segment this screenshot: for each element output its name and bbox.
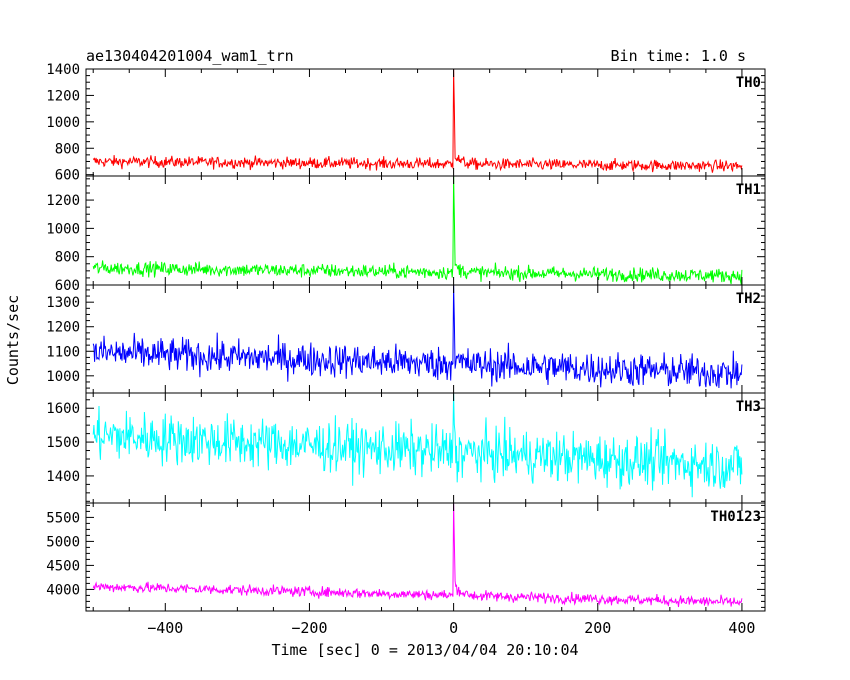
y-tick-label: 1400 <box>46 469 80 485</box>
series-line-th2 <box>92 284 743 389</box>
y-tick-label: 600 <box>55 278 80 294</box>
chart-title: ae130404201004_wam1_trn <box>86 47 294 65</box>
y-tick-label: 5000 <box>46 534 80 550</box>
panel-frame-th0 <box>85 68 766 177</box>
y-tick-label: 4000 <box>46 582 80 598</box>
y-axis-label: Counts/sec <box>4 295 22 385</box>
x-tick-label: 200 <box>584 619 611 637</box>
y-tick-label: 1200 <box>46 193 80 209</box>
panel-frame-th0123 <box>85 502 766 612</box>
x-tick-label: 400 <box>728 619 755 637</box>
y-tick-label: 1000 <box>46 369 80 385</box>
panel-label-th1: TH1 <box>736 182 761 198</box>
x-tick-label: −200 <box>291 619 327 637</box>
x-tick-label: −400 <box>147 619 183 637</box>
plot-area: TH0 600 800 1000 1200 1400 TH1 600 800 1000 1200 TH… <box>46 62 766 637</box>
x-tick-label: 0 <box>449 619 458 637</box>
y-tick-label: 1400 <box>46 62 80 78</box>
bin-time-label: Bin time: 1.0 s <box>611 47 746 65</box>
y-tick-label: 1100 <box>46 344 80 360</box>
panel-label-th0: TH0 <box>736 75 761 91</box>
y-tick-label: 1200 <box>46 320 80 336</box>
y-tick-label: 800 <box>55 141 80 157</box>
y-tick-label: 5500 <box>46 510 80 526</box>
y-tick-label: 1000 <box>46 115 80 131</box>
y-tick-label: 1600 <box>46 401 80 417</box>
y-tick-label: 1200 <box>46 88 80 104</box>
panel-label-th0123: TH0123 <box>710 509 761 525</box>
series-line-th1 <box>92 175 743 285</box>
panel-frame-th1 <box>85 175 766 286</box>
series-line-th0123 <box>92 502 743 608</box>
series-line-th3 <box>92 392 743 498</box>
y-tick-label: 600 <box>55 168 80 184</box>
y-tick-label: 800 <box>55 250 80 266</box>
x-axis-label: Time [sec] 0 = 2013/04/04 20:10:04 <box>271 641 578 659</box>
y-tick-label: 1500 <box>46 435 80 451</box>
y-tick-label: 4500 <box>46 558 80 574</box>
panel-frame-th2 <box>85 284 766 394</box>
panel-label-th3: TH3 <box>736 399 761 415</box>
panel-label-th2: TH2 <box>736 291 761 307</box>
y-tick-label: 1000 <box>46 221 80 237</box>
y-tick-label: 1300 <box>46 295 80 311</box>
series-line-th0 <box>92 68 743 173</box>
